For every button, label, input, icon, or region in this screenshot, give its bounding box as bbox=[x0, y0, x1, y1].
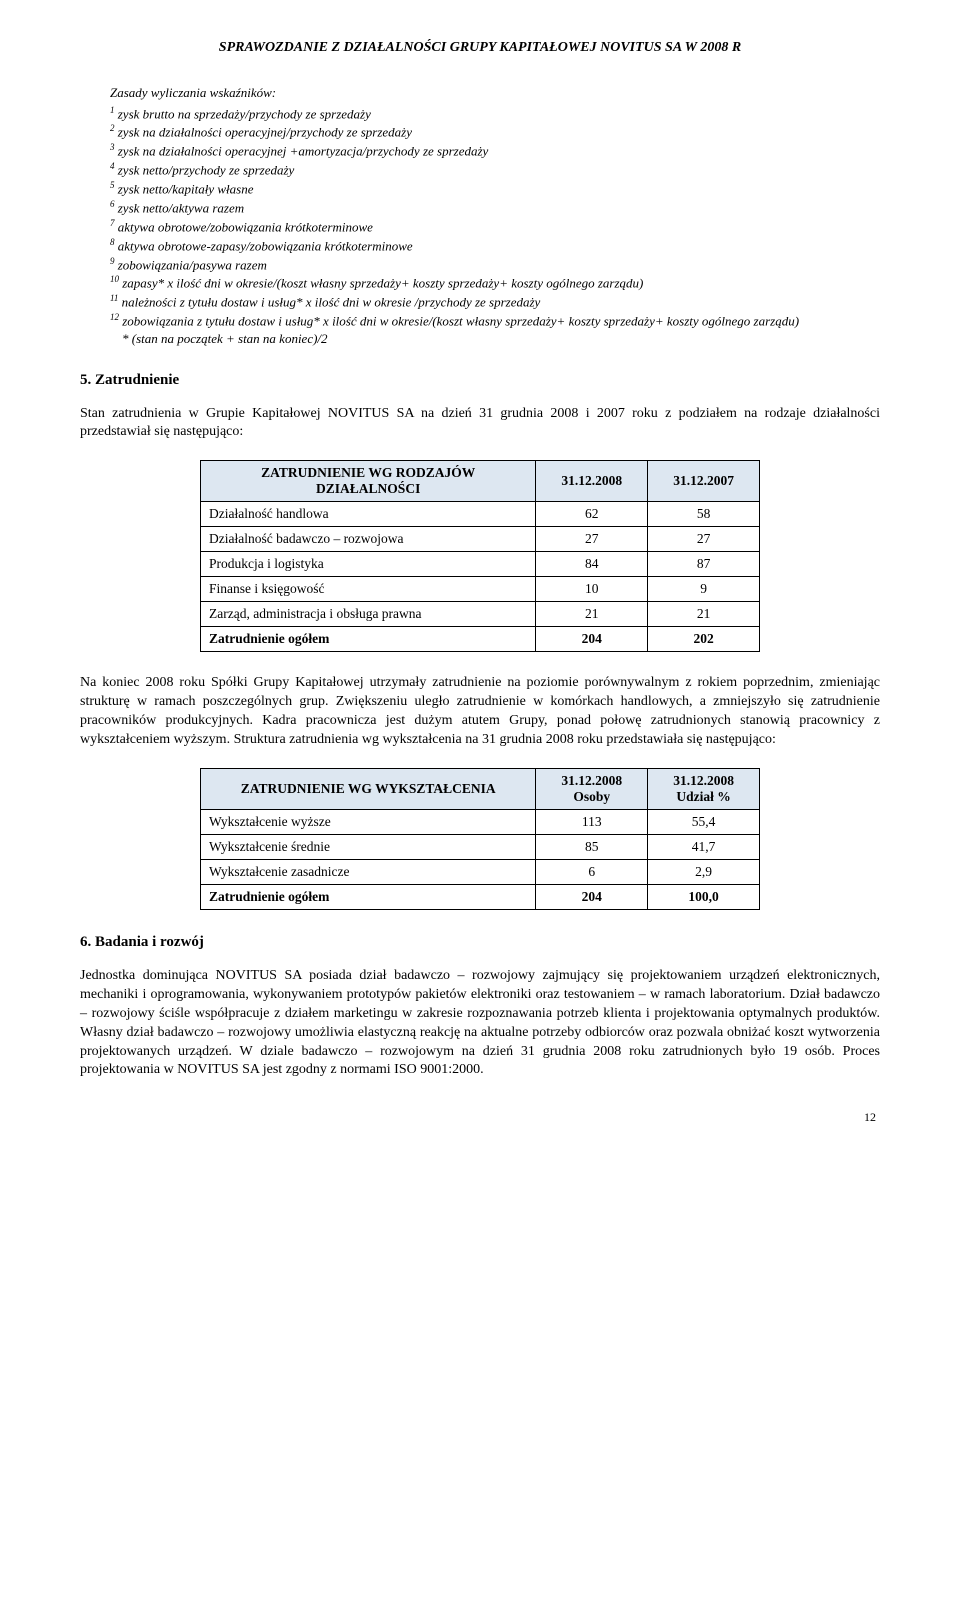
row-label: Działalność handlowa bbox=[201, 502, 536, 527]
col-header-activity: ZATRUDNIENIE WG RODZAJÓW DZIAŁALNOŚCI bbox=[201, 461, 536, 502]
note-item: 11 należności z tytułu dostaw i usług* x… bbox=[110, 292, 880, 311]
notes-tail: * (stan na początek + stan na koniec)/2 bbox=[110, 330, 880, 348]
col-header-persons-line2: Osoby bbox=[573, 789, 610, 804]
col-header-2008: 31.12.2008 bbox=[536, 461, 648, 502]
section-6-para: Jednostka dominująca NOVITUS SA posiada … bbox=[80, 967, 880, 1080]
row-value: 87 bbox=[648, 552, 760, 577]
table-row: Zarząd, administracja i obsługa prawna 2… bbox=[201, 602, 760, 627]
col-header-persons-line1: 31.12.2008 bbox=[561, 773, 622, 788]
note-item: 5 zysk netto/kapitały własne bbox=[110, 179, 880, 198]
table-header-row: ZATRUDNIENIE WG WYKSZTAŁCENIA 31.12.2008… bbox=[201, 768, 760, 809]
row-value: 85 bbox=[536, 834, 648, 859]
table-row: Produkcja i logistyka 84 87 bbox=[201, 552, 760, 577]
row-value: 21 bbox=[536, 602, 648, 627]
note-text: zysk netto/kapitały własne bbox=[115, 181, 254, 196]
total-label: Zatrudnienie ogółem bbox=[201, 627, 536, 652]
note-sup: 10 bbox=[110, 274, 119, 284]
table-row: Działalność handlowa 62 58 bbox=[201, 502, 760, 527]
page-header: SPRAWOZDANIE Z DZIAŁALNOŚCI GRUPY KAPITA… bbox=[80, 40, 880, 56]
section-5-title: 5. Zatrudnienie bbox=[80, 372, 880, 389]
indicator-notes: Zasady wyliczania wskaźników: 1 zysk bru… bbox=[110, 84, 880, 348]
note-text: zysk brutto na sprzedaży/przychody ze sp… bbox=[115, 106, 371, 121]
total-label: Zatrudnienie ogółem bbox=[201, 884, 536, 909]
total-value: 100,0 bbox=[648, 884, 760, 909]
row-label: Zarząd, administracja i obsługa prawna bbox=[201, 602, 536, 627]
row-value: 21 bbox=[648, 602, 760, 627]
row-value: 113 bbox=[536, 809, 648, 834]
note-text: zapasy* x ilość dni w okresie/(koszt wła… bbox=[119, 276, 643, 291]
table-row: Wykształcenie zasadnicze 6 2,9 bbox=[201, 859, 760, 884]
employment-by-activity-table: ZATRUDNIENIE WG RODZAJÓW DZIAŁALNOŚCI 31… bbox=[200, 460, 760, 652]
total-value: 202 bbox=[648, 627, 760, 652]
row-value: 9 bbox=[648, 577, 760, 602]
note-item: 7 aktywa obrotowe/zobowiązania krótkoter… bbox=[110, 217, 880, 236]
row-value: 6 bbox=[536, 859, 648, 884]
note-text: zysk netto/przychody ze sprzedaży bbox=[115, 163, 295, 178]
notes-title: Zasady wyliczania wskaźników: bbox=[110, 84, 880, 102]
row-label: Działalność badawczo – rozwojowa bbox=[201, 527, 536, 552]
note-text: należności z tytułu dostaw i usług* x il… bbox=[118, 295, 540, 310]
note-item: 12 zobowiązania z tytułu dostaw i usług*… bbox=[110, 311, 880, 330]
table-row: Finanse i księgowość 10 9 bbox=[201, 577, 760, 602]
row-value: 10 bbox=[536, 577, 648, 602]
col-header-share-line2: Udział % bbox=[676, 789, 730, 804]
col-header-share: 31.12.2008 Udział % bbox=[648, 768, 760, 809]
row-value: 27 bbox=[536, 527, 648, 552]
note-item: 9 zobowiązania/pasywa razem bbox=[110, 255, 880, 274]
total-value: 204 bbox=[536, 627, 648, 652]
note-text: zobowiązania/pasywa razem bbox=[115, 257, 267, 272]
table-row: Działalność badawczo – rozwojowa 27 27 bbox=[201, 527, 760, 552]
note-item: 1 zysk brutto na sprzedaży/przychody ze … bbox=[110, 104, 880, 123]
note-item: 10 zapasy* x ilość dni w okresie/(koszt … bbox=[110, 273, 880, 292]
row-value: 41,7 bbox=[648, 834, 760, 859]
note-item: 2 zysk na działalności operacyjnej/przyc… bbox=[110, 122, 880, 141]
row-value: 2,9 bbox=[648, 859, 760, 884]
page-number: 12 bbox=[80, 1110, 880, 1125]
employment-by-education-table: ZATRUDNIENIE WG WYKSZTAŁCENIA 31.12.2008… bbox=[200, 768, 760, 910]
note-text: zysk na działalności operacyjnej +amorty… bbox=[115, 144, 489, 159]
note-item: 4 zysk netto/przychody ze sprzedaży bbox=[110, 160, 880, 179]
table-total-row: Zatrudnienie ogółem 204 100,0 bbox=[201, 884, 760, 909]
note-text: zysk na działalności operacyjnej/przycho… bbox=[115, 125, 413, 140]
row-label: Wykształcenie zasadnicze bbox=[201, 859, 536, 884]
section-5-intro: Stan zatrudnienia w Grupie Kapitałowej N… bbox=[80, 405, 880, 443]
note-text: aktywa obrotowe-zapasy/zobowiązania krót… bbox=[115, 238, 413, 253]
row-value: 84 bbox=[536, 552, 648, 577]
table-total-row: Zatrudnienie ogółem 204 202 bbox=[201, 627, 760, 652]
note-item: 8 aktywa obrotowe-zapasy/zobowiązania kr… bbox=[110, 236, 880, 255]
note-sup: 12 bbox=[110, 312, 119, 322]
table-row: Wykształcenie średnie 85 41,7 bbox=[201, 834, 760, 859]
note-item: 6 zysk netto/aktywa razem bbox=[110, 198, 880, 217]
row-value: 27 bbox=[648, 527, 760, 552]
row-value: 62 bbox=[536, 502, 648, 527]
table-header-row: ZATRUDNIENIE WG RODZAJÓW DZIAŁALNOŚCI 31… bbox=[201, 461, 760, 502]
note-item: 3 zysk na działalności operacyjnej +amor… bbox=[110, 141, 880, 160]
col-header-education: ZATRUDNIENIE WG WYKSZTAŁCENIA bbox=[201, 768, 536, 809]
total-value: 204 bbox=[536, 884, 648, 909]
row-value: 58 bbox=[648, 502, 760, 527]
row-label: Wykształcenie wyższe bbox=[201, 809, 536, 834]
row-value: 55,4 bbox=[648, 809, 760, 834]
row-label: Finanse i księgowość bbox=[201, 577, 536, 602]
section-6-title: 6. Badania i rozwój bbox=[80, 934, 880, 951]
row-label: Produkcja i logistyka bbox=[201, 552, 536, 577]
section-5-para2: Na koniec 2008 roku Spółki Grupy Kapitał… bbox=[80, 674, 880, 750]
col-header-2007: 31.12.2007 bbox=[648, 461, 760, 502]
note-text: aktywa obrotowe/zobowiązania krótkotermi… bbox=[115, 219, 373, 234]
col-header-share-line1: 31.12.2008 bbox=[673, 773, 734, 788]
table-row: Wykształcenie wyższe 113 55,4 bbox=[201, 809, 760, 834]
note-text: zobowiązania z tytułu dostaw i usług* x … bbox=[119, 314, 799, 329]
row-label: Wykształcenie średnie bbox=[201, 834, 536, 859]
col-header-persons: 31.12.2008 Osoby bbox=[536, 768, 648, 809]
note-text: zysk netto/aktywa razem bbox=[115, 200, 245, 215]
